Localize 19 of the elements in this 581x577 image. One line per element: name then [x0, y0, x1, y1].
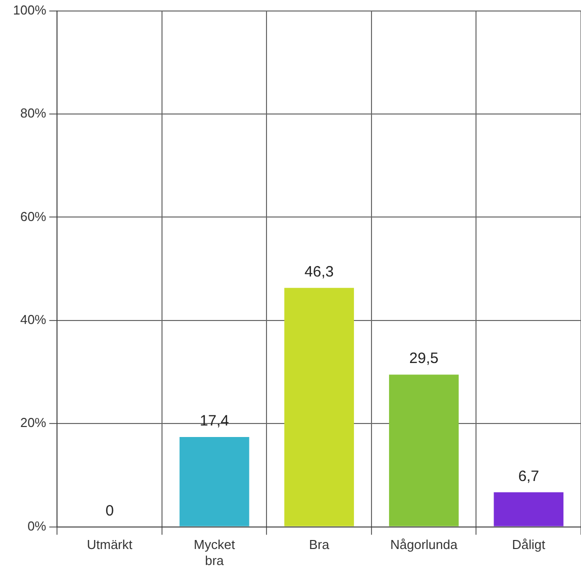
data-label: 6,7 — [518, 468, 540, 485]
data-label: 0 — [105, 502, 114, 520]
y-tick-label: 100% — [13, 2, 47, 18]
data-label: 46,3 — [304, 264, 334, 281]
x-tick-label: Någorlunda — [390, 537, 458, 552]
x-tick-label: Dåligt — [512, 537, 546, 552]
bar — [494, 492, 564, 526]
y-tick-label: 60% — [20, 208, 47, 224]
x-tick-label: Bra — [309, 537, 330, 552]
y-tick-label: 0% — [27, 518, 47, 534]
y-tick-label: 20% — [20, 415, 47, 430]
data-label: 29,5 — [409, 350, 438, 368]
x-tick-label: Mycket bra — [194, 537, 236, 568]
y-tick-label: 40% — [20, 312, 47, 327]
x-tick-label: Utmärkt — [86, 537, 133, 552]
bar — [389, 374, 459, 526]
bar — [284, 288, 354, 526]
bar — [180, 437, 250, 526]
y-tick-label: 80% — [20, 106, 47, 121]
